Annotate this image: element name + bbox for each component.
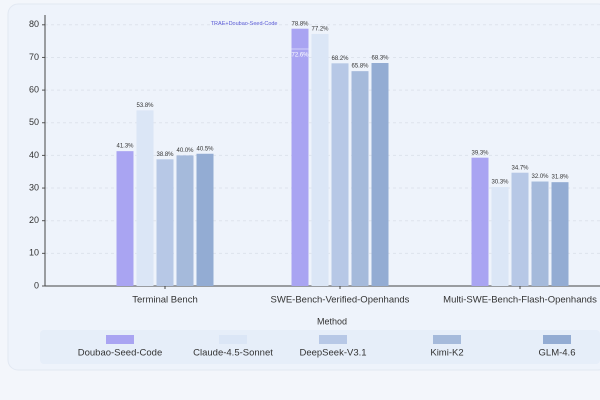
value-label: 68.2% [331, 56, 349, 62]
y-tick-label: 50 [29, 117, 39, 127]
value-label: 53.8% [136, 103, 154, 109]
bar [551, 182, 569, 286]
annotation: TRAE+Doubao-Seed-Code [211, 21, 278, 27]
legend-label: Doubao-Seed-Code [78, 348, 163, 359]
bar [471, 157, 489, 286]
value-label: 40.5% [196, 146, 214, 152]
value-label: 31.8% [551, 175, 569, 181]
bar [136, 110, 154, 287]
annotation-label: 72.6% [291, 53, 309, 59]
y-tick-label: 10 [29, 248, 39, 258]
y-tick-label: 60 [29, 84, 39, 94]
x-tick-label: Terminal Bench [132, 295, 197, 306]
legend-swatch [433, 335, 461, 344]
value-label: 65.8% [351, 64, 369, 70]
bar [176, 155, 194, 286]
bar [116, 151, 134, 286]
legend-label: Claude-4.5-Sonnet [193, 348, 273, 359]
x-axis-title: Method [317, 316, 347, 326]
x-tick-label: SWE-Bench-Verified-Openhands [271, 295, 410, 306]
value-label: 30.3% [491, 180, 509, 186]
y-tick-label: 80 [29, 19, 39, 29]
bar [196, 153, 214, 286]
y-tick-label: 70 [29, 52, 39, 62]
bar [331, 63, 349, 286]
legend-swatch [543, 335, 571, 344]
y-tick-label: 0 [34, 280, 39, 290]
legend-label: GLM-4.6 [539, 348, 576, 359]
y-tick-label: 20 [29, 215, 39, 225]
legend-label: DeepSeek-V3.1 [299, 348, 366, 359]
value-label: 39.3% [471, 150, 489, 156]
y-tick-label: 30 [29, 182, 39, 192]
value-label: 40.0% [176, 148, 194, 154]
value-label: 34.7% [511, 165, 529, 171]
legend-swatch [319, 335, 347, 344]
bar [491, 187, 509, 286]
value-label: 77.2% [311, 27, 329, 33]
legend-label: Kimi-K2 [430, 348, 463, 359]
value-label: 41.3% [116, 144, 134, 150]
bar [531, 181, 549, 286]
x-tick-label: Multi-SWE-Bench-Flash-Openhands [443, 295, 597, 306]
bar [371, 62, 389, 286]
value-label: 32.0% [531, 174, 549, 180]
value-label: 68.3% [371, 56, 389, 62]
legend-swatch [219, 335, 247, 344]
bar [156, 159, 174, 286]
bar [511, 172, 529, 286]
bar [291, 28, 309, 286]
legend-swatch [106, 335, 134, 344]
value-label: 78.8% [291, 21, 309, 27]
bar [311, 33, 329, 286]
value-label: 38.8% [156, 152, 174, 158]
y-tick-label: 40 [29, 150, 39, 160]
bar [351, 71, 369, 287]
